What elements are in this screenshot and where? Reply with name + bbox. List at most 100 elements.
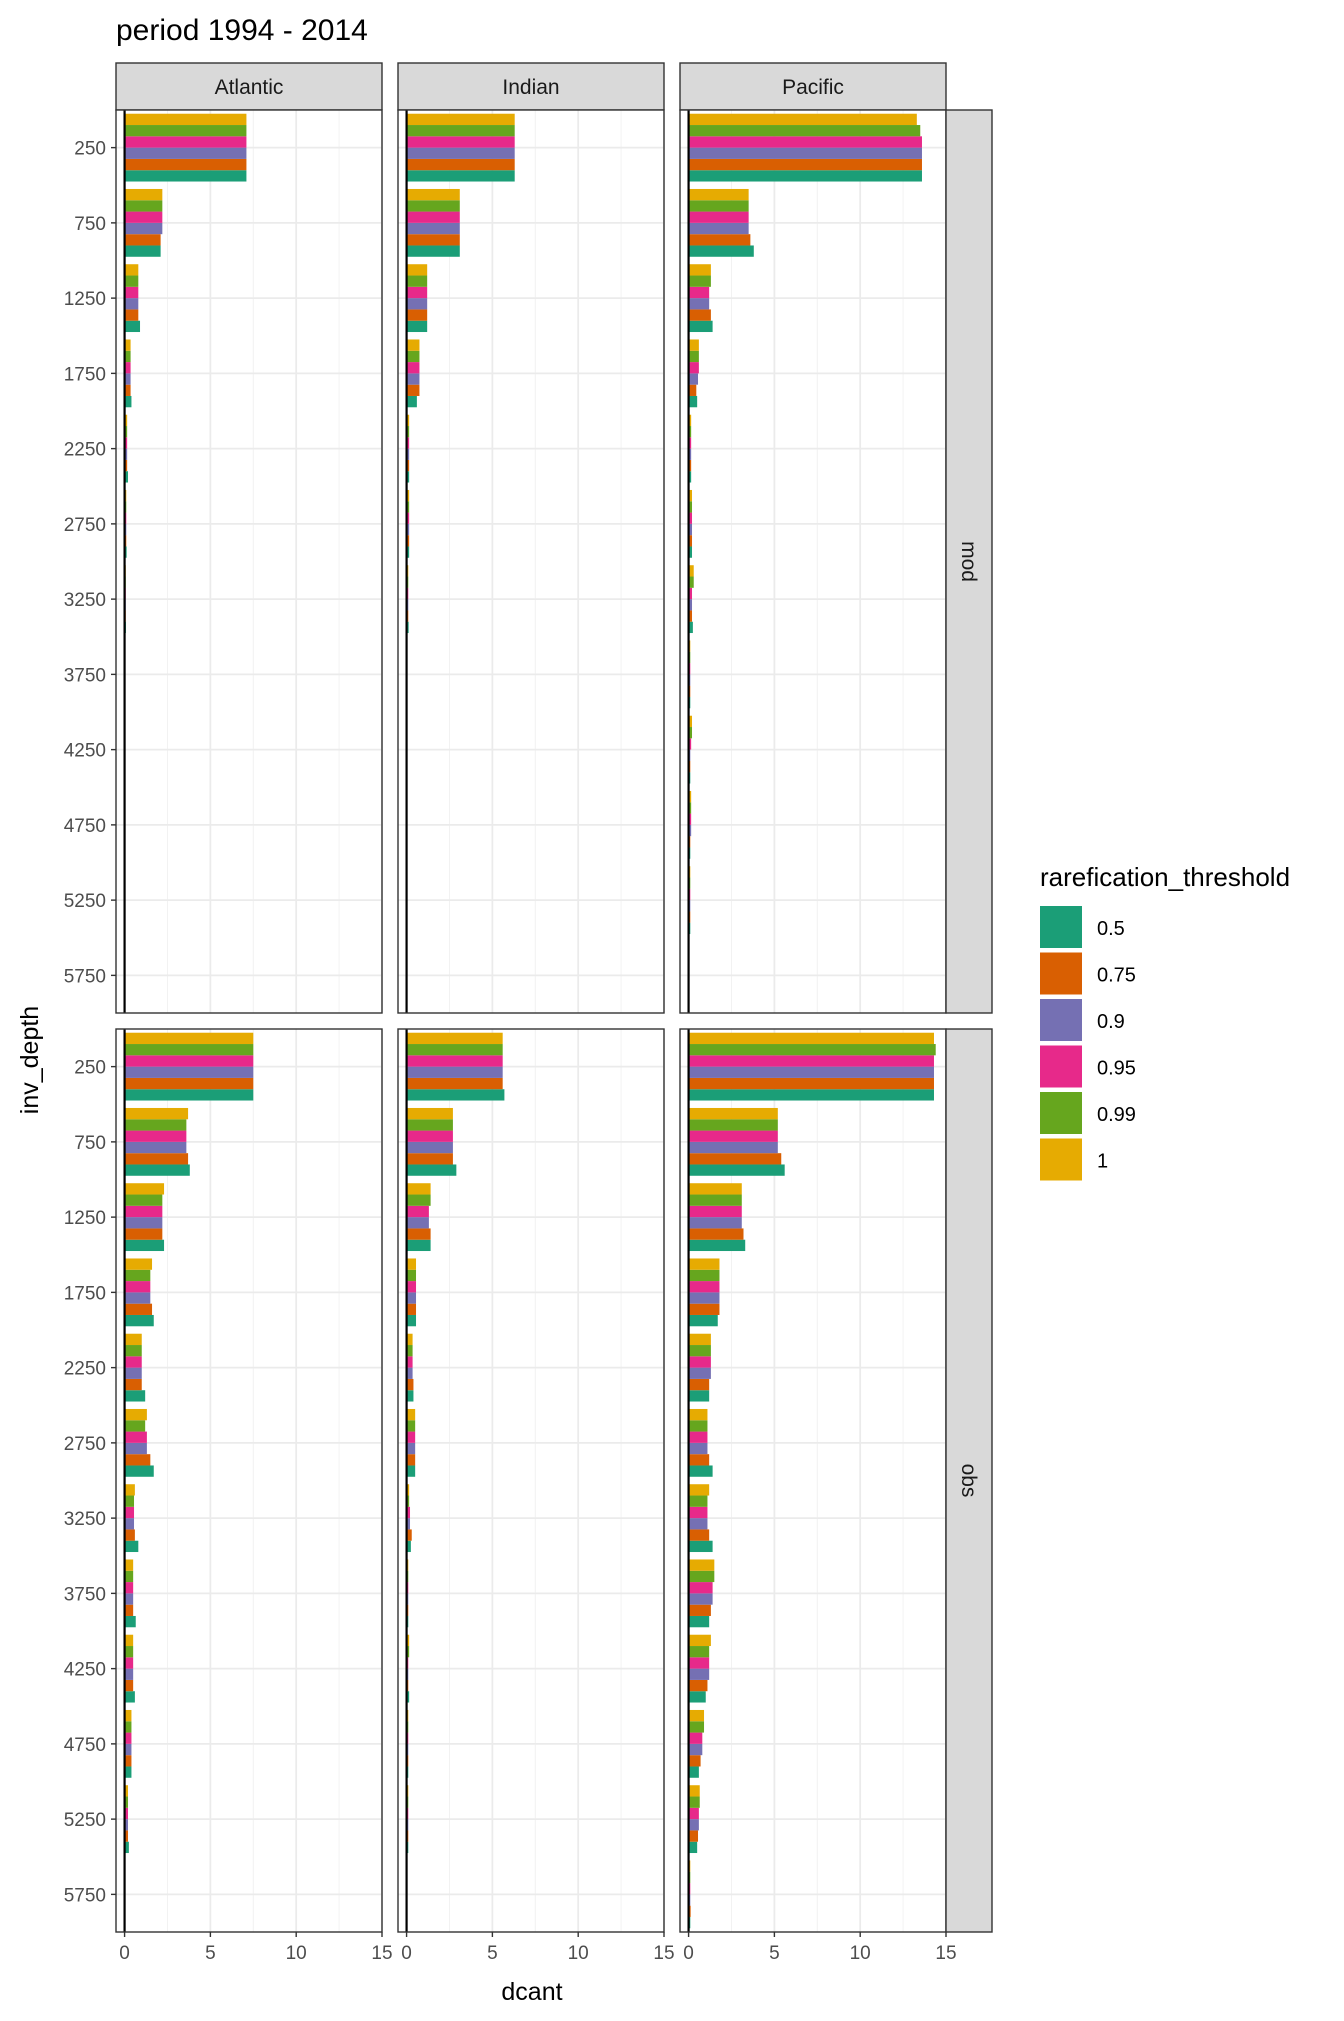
y-tick-label: 1250 <box>64 289 106 310</box>
bar <box>124 1153 189 1165</box>
x-tick-label: 5 <box>769 1943 780 1964</box>
bar <box>688 546 693 558</box>
bar <box>688 1044 936 1056</box>
bar <box>124 1721 132 1733</box>
legend: rarefication_threshold 0.5 0.75 0.9 0.95 0.9… <box>1040 862 1290 1181</box>
bar <box>406 1153 453 1165</box>
bar <box>124 298 139 310</box>
bar <box>124 1141 187 1154</box>
bar <box>406 125 515 137</box>
bar <box>688 395 698 408</box>
bar <box>688 286 710 299</box>
bar <box>688 1217 742 1229</box>
panel: 250 750 1250 1750 2250 2750 3250 3750 4250 4750 52… <box>64 109 383 1014</box>
bar <box>406 1281 417 1293</box>
bar <box>406 1269 417 1282</box>
bar <box>688 339 699 351</box>
bar <box>688 1657 710 1669</box>
bar <box>688 1593 713 1605</box>
bar <box>406 234 460 246</box>
bar <box>406 1303 417 1315</box>
bar <box>124 1657 134 1669</box>
panel-background <box>398 110 664 1013</box>
bar <box>124 1217 163 1229</box>
x-tick-label: 0 <box>119 1943 130 1964</box>
panel-background <box>116 1029 382 1932</box>
bar <box>688 1055 934 1067</box>
bar <box>124 1390 146 1402</box>
bar <box>688 1089 934 1101</box>
bar <box>688 1646 710 1658</box>
bar <box>406 1089 505 1101</box>
bar <box>688 1454 710 1466</box>
bar <box>124 1367 142 1379</box>
bar <box>124 1841 129 1854</box>
bar <box>124 1484 135 1496</box>
bar <box>688 1766 699 1778</box>
bar <box>124 1766 132 1778</box>
bar <box>688 1582 713 1594</box>
bar <box>124 1593 134 1605</box>
bar <box>406 1356 413 1368</box>
y-tick-label: 3750 <box>64 665 106 686</box>
bar <box>406 1529 412 1541</box>
bar <box>406 489 410 502</box>
panel-background <box>680 1029 946 1932</box>
bar <box>124 1378 142 1391</box>
bar <box>406 309 428 321</box>
bar <box>124 1495 135 1507</box>
bar <box>406 245 460 257</box>
bar <box>688 1258 720 1270</box>
bar <box>688 1743 703 1756</box>
bar <box>688 1367 711 1379</box>
bar <box>688 448 692 460</box>
bar <box>688 1830 699 1842</box>
chart-title: period 1994 - 2014 <box>116 14 368 47</box>
facet-strip <box>679 62 947 111</box>
facet-strip <box>945 109 993 1014</box>
bar <box>124 448 128 460</box>
bar <box>406 158 515 171</box>
bar <box>406 147 515 159</box>
bar <box>406 1119 453 1131</box>
bar <box>406 1183 431 1195</box>
bar <box>124 136 247 148</box>
bar <box>688 1807 699 1820</box>
bar <box>124 395 132 408</box>
bar <box>406 1646 410 1658</box>
x-axis-title: dcant <box>501 1978 562 2006</box>
facet-strip-label: Indian <box>502 76 559 99</box>
bar <box>406 1130 453 1142</box>
panel-background <box>398 1029 664 1932</box>
bar <box>124 1333 142 1346</box>
bar <box>406 1205 429 1218</box>
bar <box>688 727 693 739</box>
bar <box>688 621 693 634</box>
bar <box>688 350 699 363</box>
bar <box>406 426 410 438</box>
bar <box>688 1442 708 1455</box>
bar <box>406 320 428 333</box>
bar <box>124 1819 129 1831</box>
bar <box>406 1292 417 1304</box>
panel: 0 5 10 15 <box>397 1028 675 1964</box>
y-tick-label: 250 <box>74 1058 106 1079</box>
bar <box>406 1044 503 1056</box>
bar <box>124 1269 151 1282</box>
facet-strip-label: Atlantic <box>215 76 284 99</box>
bar <box>688 489 693 502</box>
bar <box>124 264 139 276</box>
bar <box>124 1529 135 1541</box>
bar <box>406 1164 457 1176</box>
x-tick-label: 0 <box>401 1943 412 1964</box>
bar <box>124 309 139 321</box>
bar <box>124 1830 129 1842</box>
bar <box>406 1066 503 1078</box>
bar <box>406 264 428 276</box>
bar <box>688 1604 711 1616</box>
y-axis-title: inv_depth <box>16 1006 44 1114</box>
bar <box>406 414 410 427</box>
bar <box>124 1785 129 1797</box>
bar <box>688 1559 715 1571</box>
